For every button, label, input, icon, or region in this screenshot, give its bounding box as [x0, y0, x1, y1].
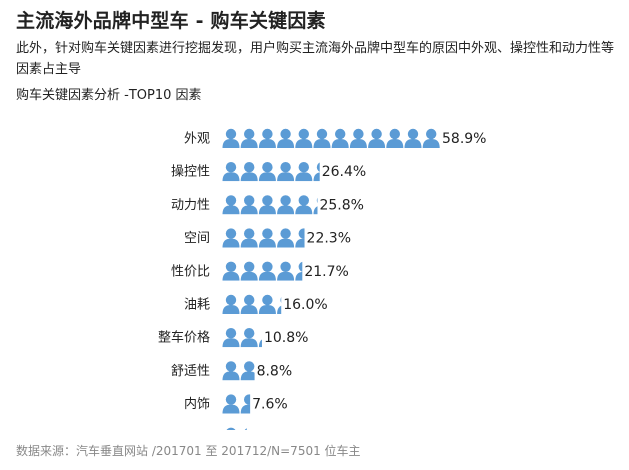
bar-row: 动力性 25.8%	[171, 195, 364, 215]
person-icon	[258, 162, 276, 182]
category-label: 服务	[184, 429, 210, 430]
category-label: 整车价格	[158, 330, 210, 346]
person-icon	[222, 162, 240, 182]
person-icon	[240, 162, 258, 182]
person-icon	[404, 128, 422, 148]
person-icon	[222, 195, 240, 215]
value-label: 25.8%	[319, 197, 363, 213]
category-label: 外观	[184, 132, 210, 147]
person-icon	[240, 261, 258, 281]
person-icon	[222, 294, 240, 314]
bar-row: 性价比 21.7%	[171, 261, 349, 281]
value-label: 22.3%	[307, 231, 351, 247]
page-title: 主流海外品牌中型车 - 购车关键因素	[16, 10, 326, 32]
person-icon	[258, 228, 276, 248]
bar-mark	[222, 228, 305, 248]
value-label: 7.6%	[252, 397, 288, 413]
person-icon	[422, 128, 440, 148]
bar-row: 油耗 16.0%	[184, 294, 328, 314]
person-icon	[368, 128, 386, 148]
person-icon	[349, 128, 367, 148]
person-icon	[277, 228, 295, 248]
person-icon	[222, 228, 240, 248]
person-icon	[258, 261, 276, 281]
value-label: 26.4%	[322, 164, 366, 180]
person-icon	[277, 162, 295, 182]
bar-mark	[222, 261, 303, 281]
person-icon	[295, 195, 313, 215]
person-icon	[258, 195, 276, 215]
bar-row: 内饰 7.6%	[184, 394, 288, 414]
person-icon	[240, 128, 258, 148]
person-icon	[222, 394, 240, 414]
person-icon	[258, 294, 276, 314]
person-icon	[331, 128, 349, 148]
category-label: 动力性	[171, 198, 210, 213]
person-icon	[240, 328, 258, 348]
value-label: 10.8%	[264, 330, 308, 346]
value-label: 21.7%	[304, 264, 348, 280]
bar-row: 整车价格 10.8%	[158, 328, 308, 348]
category-label: 空间	[184, 231, 210, 246]
bar-row: 外观 58.9%	[184, 128, 486, 148]
person-icon	[222, 427, 240, 430]
category-label: 性价比	[171, 264, 210, 279]
bar-row: 舒适性 8.8%	[171, 361, 293, 381]
bar-row: 操控性 26.4%	[171, 162, 366, 182]
chart-subtitle: 购车关键因素分析 -TOP10 因素	[16, 88, 202, 103]
person-icon	[222, 261, 240, 281]
value-label: 8.8%	[257, 363, 293, 379]
person-icon	[277, 195, 295, 215]
value-label: 58.9%	[442, 131, 486, 147]
person-icon	[222, 128, 240, 148]
person-icon	[222, 361, 240, 381]
value-label: 16.0%	[283, 297, 327, 313]
pictogram-bar-chart: 外观 58.9% 操控性 26.4% 动力性 25.8% 空间 22.3% 性价比 21.7% 油耗…	[158, 128, 486, 430]
person-icon	[277, 128, 295, 148]
category-label: 操控性	[171, 164, 210, 180]
person-icon	[240, 228, 258, 248]
data-source-note: 数据来源：汽车垂直网站 /201701 至 201712/N=7501 位车主	[16, 444, 361, 458]
description-text: 此外，针对购车关键因素进行挖掘发现，用户购买主流海外品牌中型车的原因中外观、操控…	[16, 41, 615, 77]
bar-row: 空间 22.3%	[184, 228, 351, 248]
bar-mark	[222, 361, 255, 381]
person-icon	[240, 361, 255, 381]
bar-row: 服务6.7%	[184, 427, 284, 430]
person-icon	[313, 128, 331, 148]
category-label: 内饰	[184, 396, 210, 412]
person-icon	[295, 128, 313, 148]
bar-mark	[222, 162, 320, 182]
person-icon	[277, 261, 295, 281]
category-label: 舒适性	[171, 364, 210, 379]
person-icon	[222, 328, 240, 348]
person-icon	[240, 195, 258, 215]
category-label: 油耗	[184, 298, 210, 313]
person-icon	[295, 162, 313, 182]
bar-mark	[222, 128, 440, 148]
person-icon	[240, 294, 258, 314]
person-icon	[386, 128, 404, 148]
bar-mark	[222, 195, 318, 215]
person-icon	[258, 128, 276, 148]
